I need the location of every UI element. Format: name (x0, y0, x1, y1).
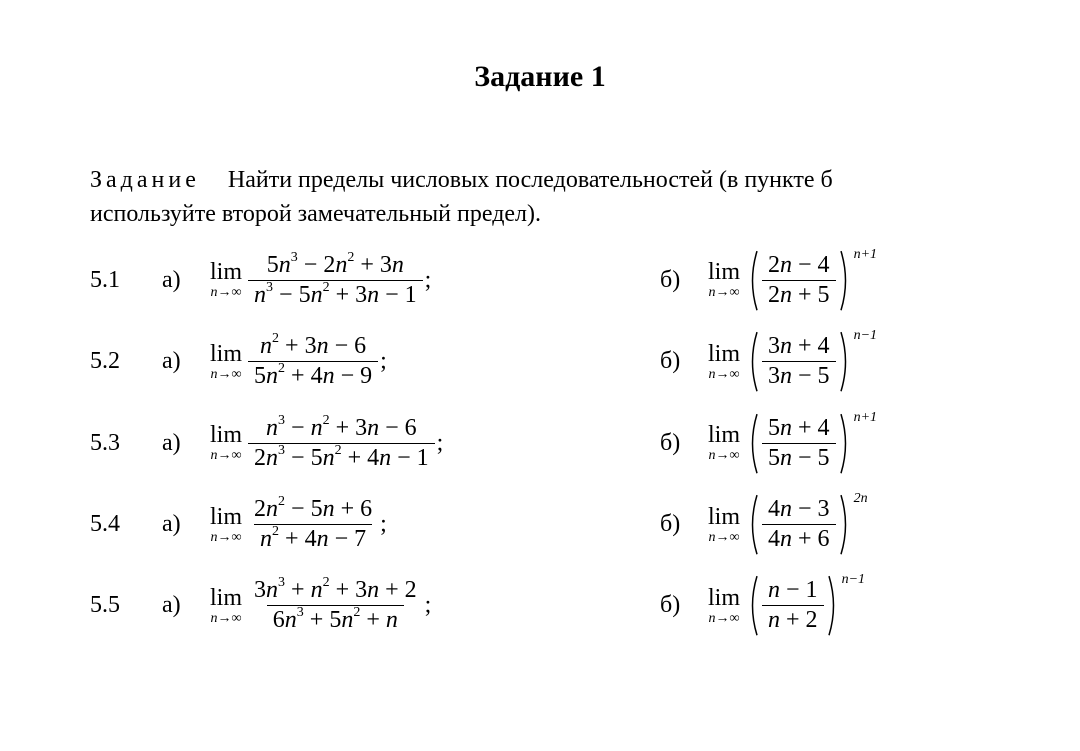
exponent: n−1 (854, 328, 877, 344)
limit-symbol: limn→∞ (210, 342, 242, 382)
semicolon: ; (425, 592, 432, 619)
task-intro: Задание Найти пределы числовых последова… (90, 164, 990, 231)
problem-row: 5.1а)limn→∞5n3 − 2n2 + 3nn3 − 5n2 + 3n −… (90, 249, 990, 312)
paren-fraction: 4n − 34n + 6 2n (746, 493, 868, 556)
part-a-label: а) (162, 511, 190, 538)
exponent: n+1 (854, 410, 877, 426)
semicolon: ; (425, 267, 432, 294)
expression-b: limn→∞ 4n − 34n + 6 2n (708, 493, 868, 556)
semicolon: ; (380, 511, 387, 538)
problem-row: 5.2а)limn→∞n2 + 3n − 65n2 + 4n − 9;б)lim… (90, 330, 990, 393)
part-b-label: б) (660, 430, 688, 457)
expression-b: limn→∞ 5n + 45n − 5 n+1 (708, 412, 877, 475)
left-paren-icon (746, 574, 760, 637)
expression-a: limn→∞n3 − n2 + 3n − 62n3 − 5n2 + 4n − 1… (210, 416, 590, 471)
expression-a: limn→∞5n3 − 2n2 + 3nn3 − 5n2 + 3n − 1; (210, 253, 590, 308)
problem-number: 5.2 (90, 348, 142, 375)
part-b-label: б) (660, 592, 688, 619)
expression-b: limn→∞ n − 1n + 2 n−1 (708, 574, 865, 637)
limit-symbol: limn→∞ (210, 505, 242, 545)
problem-list: 5.1а)limn→∞5n3 − 2n2 + 3nn3 − 5n2 + 3n −… (90, 249, 990, 638)
fraction: 5n + 45n − 5 (762, 416, 836, 471)
problem-number: 5.4 (90, 511, 142, 538)
left-paren-icon (746, 412, 760, 475)
problem-row: 5.5а)limn→∞3n3 + n2 + 3n + 26n3 + 5n2 + … (90, 574, 990, 637)
part-a-label: а) (162, 348, 190, 375)
paren-fraction: 3n + 43n − 5 n−1 (746, 330, 877, 393)
fraction: 4n − 34n + 6 (762, 497, 836, 552)
part-b-label: б) (660, 511, 688, 538)
semicolon: ; (437, 430, 444, 457)
right-paren-icon (838, 493, 852, 556)
fraction: n3 − n2 + 3n − 62n3 − 5n2 + 4n − 1 (248, 416, 435, 471)
exponent: n+1 (854, 247, 877, 263)
fraction: n2 + 3n − 65n2 + 4n − 9 (248, 334, 378, 389)
part-b-label: б) (660, 267, 688, 294)
limit-symbol: limn→∞ (708, 423, 740, 463)
limit-symbol: limn→∞ (708, 586, 740, 626)
right-paren-icon (826, 574, 840, 637)
semicolon: ; (380, 348, 387, 375)
paren-fraction: n − 1n + 2 n−1 (746, 574, 865, 637)
problem-number: 5.1 (90, 267, 142, 294)
part-a-label: а) (162, 267, 190, 294)
task-text-line2: используйте второй замечательный предел)… (90, 198, 990, 230)
exponent: 2n (854, 491, 868, 507)
problem-row: 5.3а)limn→∞n3 − n2 + 3n − 62n3 − 5n2 + 4… (90, 412, 990, 475)
limit-symbol: limn→∞ (210, 260, 242, 300)
expression-a: limn→∞n2 + 3n − 65n2 + 4n − 9; (210, 334, 590, 389)
document-page: Задание 1 Задание Найти пределы числовых… (0, 0, 1080, 638)
left-paren-icon (746, 493, 760, 556)
expression-a: limn→∞3n3 + n2 + 3n + 26n3 + 5n2 + n; (210, 578, 590, 633)
left-paren-icon (746, 330, 760, 393)
exponent: n−1 (842, 572, 865, 588)
limit-symbol: limn→∞ (708, 260, 740, 300)
limit-symbol: limn→∞ (708, 505, 740, 545)
fraction: 2n − 42n + 5 (762, 253, 836, 308)
limit-symbol: limn→∞ (708, 342, 740, 382)
left-paren-icon (746, 249, 760, 312)
task-text-line1: Найти пределы числовых последовательност… (228, 167, 833, 193)
part-b-label: б) (660, 348, 688, 375)
fraction: n − 1n + 2 (762, 578, 824, 633)
right-paren-icon (838, 330, 852, 393)
paren-fraction: 5n + 45n − 5 n+1 (746, 412, 877, 475)
fraction: 2n2 − 5n + 6n2 + 4n − 7 (248, 497, 378, 552)
page-title: Задание 1 (90, 60, 990, 94)
part-a-label: а) (162, 430, 190, 457)
expression-b: limn→∞ 3n + 43n − 5 n−1 (708, 330, 877, 393)
paren-fraction: 2n − 42n + 5 n+1 (746, 249, 877, 312)
limit-symbol: limn→∞ (210, 423, 242, 463)
right-paren-icon (838, 412, 852, 475)
right-paren-icon (838, 249, 852, 312)
limit-symbol: limn→∞ (210, 586, 242, 626)
fraction: 3n3 + n2 + 3n + 26n3 + 5n2 + n (248, 578, 423, 633)
problem-number: 5.5 (90, 592, 142, 619)
expression-b: limn→∞ 2n − 42n + 5 n+1 (708, 249, 877, 312)
part-a-label: а) (162, 592, 190, 619)
problem-number: 5.3 (90, 430, 142, 457)
problem-row: 5.4а)limn→∞2n2 − 5n + 6n2 + 4n − 7;б)lim… (90, 493, 990, 556)
fraction: 3n + 43n − 5 (762, 334, 836, 389)
expression-a: limn→∞2n2 − 5n + 6n2 + 4n − 7; (210, 497, 590, 552)
task-label: Задание (90, 167, 200, 193)
fraction: 5n3 − 2n2 + 3nn3 − 5n2 + 3n − 1 (248, 253, 423, 308)
